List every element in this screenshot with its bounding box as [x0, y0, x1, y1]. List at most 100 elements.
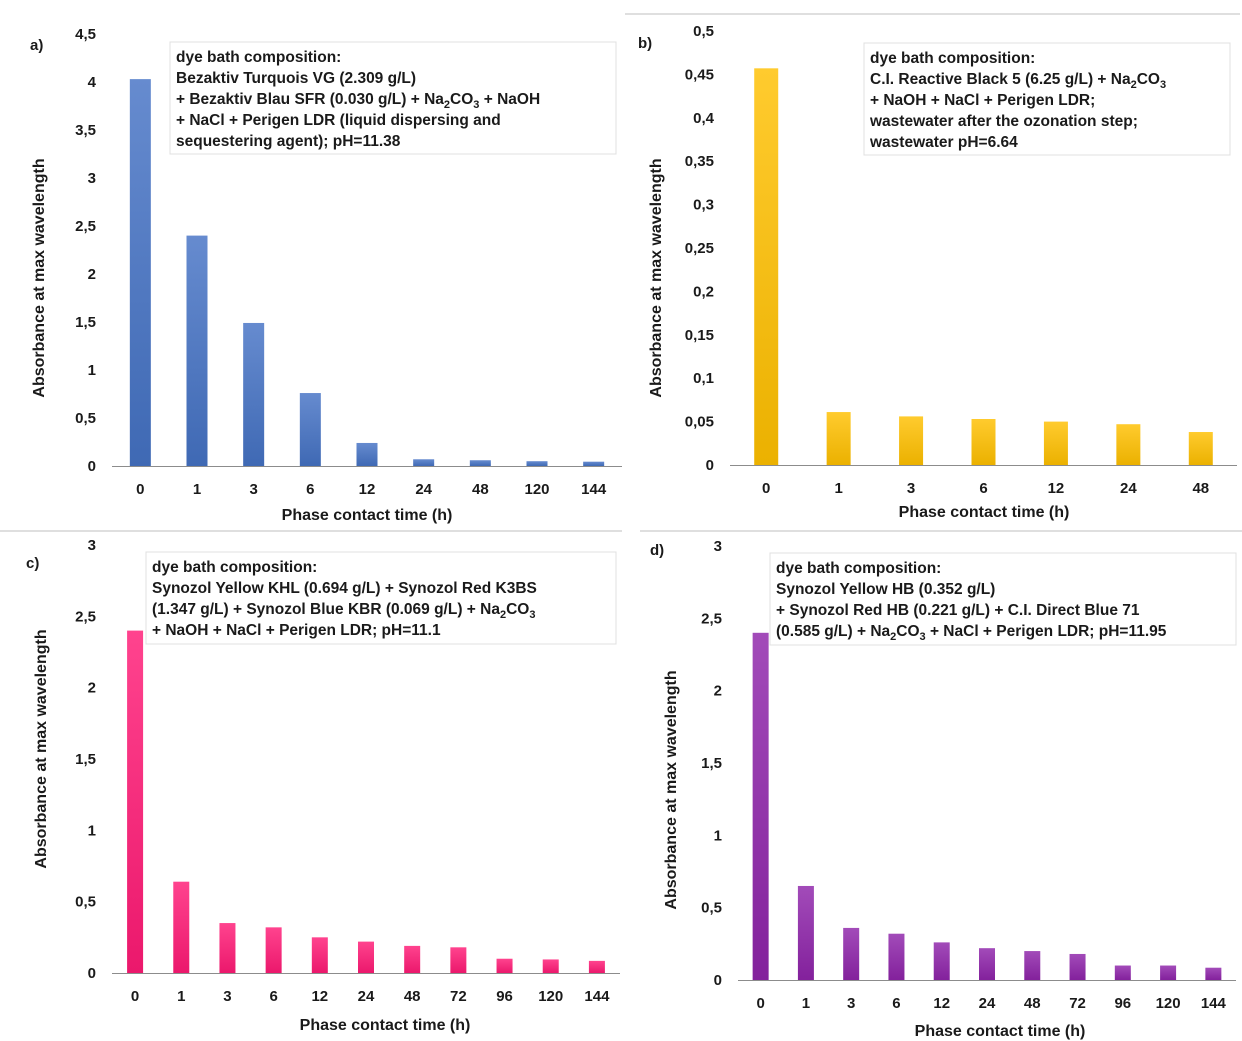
- annotation-line: + NaCl + Perigen LDR (liquid dispersing …: [176, 112, 501, 129]
- annotation-line: + NaOH + NaCl + Perigen LDR; pH=11.1: [152, 622, 441, 639]
- bar-0h: [754, 68, 779, 465]
- bar-6h: [265, 927, 282, 973]
- x-tick-label: 1: [834, 480, 842, 497]
- x-tick-label: 6: [269, 988, 277, 1005]
- panel-label: d): [650, 542, 664, 559]
- x-tick-label: 144: [581, 481, 607, 498]
- x-tick-label: 12: [359, 481, 376, 498]
- x-tick-label: 6: [979, 480, 987, 497]
- x-tick-label: 1: [193, 481, 201, 498]
- y-tick-label: 3: [88, 537, 96, 554]
- y-tick-label: 0,5: [75, 410, 96, 427]
- bar-6h: [299, 393, 321, 466]
- x-axis-label: Phase contact time (h): [915, 1023, 1086, 1040]
- x-axis-label: Phase contact time (h): [300, 1017, 471, 1034]
- x-tick-label: 24: [1120, 480, 1137, 497]
- y-axis-label: Absorbance at max wavelength: [31, 158, 48, 397]
- bar-0h: [129, 79, 151, 467]
- x-tick-label: 48: [404, 988, 421, 1005]
- annotation-line: wastewater after the ozonation step;: [869, 113, 1138, 130]
- bar-1h: [826, 412, 851, 465]
- bar-12h: [311, 937, 328, 973]
- bar-6h: [888, 933, 905, 980]
- y-tick-label: 0: [88, 458, 96, 475]
- y-tick-label: 3: [88, 170, 96, 187]
- x-tick-label: 24: [979, 995, 996, 1012]
- annotation-text: sequestering agent); pH=11.38: [176, 133, 401, 150]
- subscript: 2: [444, 99, 450, 111]
- bar-24h: [1116, 424, 1141, 465]
- bar-12h: [356, 442, 378, 466]
- annotation-text: (0.585 g/L) + Na: [776, 623, 891, 640]
- annotation-line: sequestering agent); pH=11.38: [176, 133, 401, 150]
- y-tick-label: 0,25: [685, 240, 714, 257]
- x-tick-label: 12: [933, 995, 950, 1012]
- bar-24h: [413, 459, 435, 466]
- bar-48h: [1024, 951, 1041, 980]
- y-tick-label: 3: [714, 538, 722, 555]
- x-tick-label: 1: [177, 988, 185, 1005]
- subscript: 2: [890, 631, 896, 643]
- annotation-text: + NaCl + Perigen LDR; pH=11.95: [926, 623, 1167, 640]
- bar-24h: [979, 948, 995, 980]
- bar-72h: [1069, 953, 1086, 980]
- y-tick-label: 1,5: [75, 314, 96, 331]
- bar-0h: [752, 632, 769, 980]
- annotation-line: (1.347 g/L) + Synozol Blue KBR (0.069 g/…: [152, 601, 535, 621]
- annotation-text: + Bezaktiv Blau SFR (0.030 g/L) + Na: [176, 91, 444, 108]
- x-tick-label: 3: [223, 988, 231, 1005]
- x-tick-label: 96: [1114, 995, 1131, 1012]
- annotation-line: C.I. Reactive Black 5 (6.25 g/L) + Na2CO…: [870, 71, 1166, 91]
- x-tick-label: 12: [311, 988, 328, 1005]
- y-axis-label: Absorbance at max wavelength: [648, 158, 665, 397]
- bar-3h: [243, 322, 265, 466]
- y-tick-label: 0,35: [685, 153, 714, 170]
- y-axis-label: Absorbance at max wavelength: [663, 670, 680, 909]
- y-tick-label: 2: [88, 266, 96, 283]
- y-tick-label: 0,1: [693, 370, 714, 387]
- annotation-box: [863, 42, 1231, 156]
- y-axis-label: Absorbance at max wavelength: [33, 629, 50, 868]
- bar-1h: [797, 885, 814, 980]
- x-tick-label: 120: [524, 481, 549, 498]
- bar-144h: [588, 960, 605, 973]
- bar-144h: [583, 461, 605, 466]
- x-tick-label: 0: [136, 481, 144, 498]
- annotation-line: wastewater pH=6.64: [869, 134, 1018, 151]
- x-tick-label: 0: [756, 995, 764, 1012]
- bar-72h: [450, 947, 467, 973]
- charts-group: a)00,511,522,533,544,50 1 3 6 12 24 48 120 144Ph…: [26, 23, 1237, 1040]
- annotation-heading: dye bath composition:: [870, 50, 1035, 67]
- y-tick-label: 0,3: [693, 197, 714, 214]
- bar-120h: [1160, 965, 1177, 980]
- annotation-text: + NaCl + Perigen LDR (liquid dispersing …: [176, 112, 501, 129]
- subscript: 2: [1131, 79, 1137, 91]
- bar-120h: [526, 461, 548, 466]
- annotation-text: + NaOH + NaCl + Perigen LDR; pH=11.1: [152, 622, 441, 639]
- annotation-text: Bezaktiv Turquois VG (2.309 g/L): [176, 70, 416, 87]
- annotation-text: Synozol Yellow HB (0.352 g/L): [776, 581, 995, 598]
- bar-144h: [1205, 967, 1222, 980]
- bar-1h: [173, 881, 190, 973]
- y-tick-label: 0: [714, 972, 722, 989]
- y-tick-label: 0,4: [693, 110, 715, 127]
- y-tick-label: 2: [88, 680, 96, 697]
- bar-6h: [971, 418, 996, 465]
- x-tick-label: 120: [538, 988, 563, 1005]
- subscript: 3: [529, 609, 535, 621]
- x-tick-label: 144: [1201, 995, 1227, 1012]
- y-tick-label: 0,05: [685, 414, 714, 431]
- x-tick-label: 48: [1192, 480, 1209, 497]
- annotation-text: + NaOH: [479, 91, 540, 108]
- annotation-line: + Bezaktiv Blau SFR (0.030 g/L) + Na2CO3…: [176, 91, 540, 111]
- x-tick-label: 24: [358, 988, 375, 1005]
- bar-48h: [1188, 432, 1213, 465]
- subscript: 2: [500, 609, 506, 621]
- y-tick-label: 4: [88, 74, 97, 91]
- y-tick-label: 2,5: [701, 610, 722, 627]
- x-tick-label: 0: [131, 988, 139, 1005]
- x-tick-label: 0: [762, 480, 770, 497]
- x-tick-label: 6: [306, 481, 314, 498]
- subscript: 3: [1160, 79, 1166, 91]
- bar-24h: [358, 941, 374, 973]
